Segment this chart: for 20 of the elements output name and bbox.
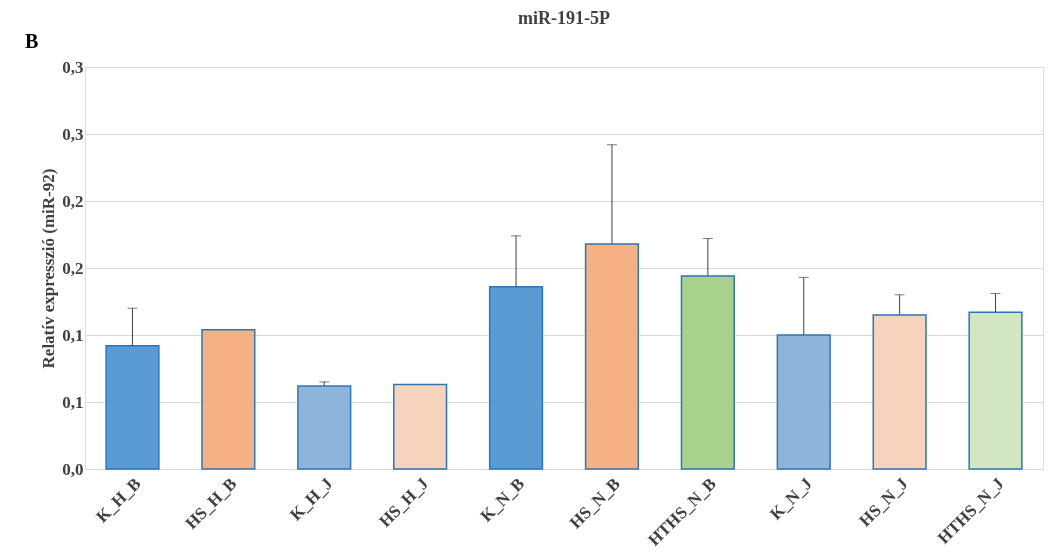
bar: [680, 275, 735, 470]
bar: [297, 385, 352, 470]
y-tick-label: 0,2: [62, 258, 84, 278]
bar: [105, 344, 160, 470]
y-axis-title: Relatív expresszió (miR-92): [39, 168, 59, 369]
bar: [488, 286, 544, 470]
chart-title: miR-191-5P: [518, 8, 610, 28]
bar: [776, 334, 831, 470]
bar: [584, 243, 640, 470]
y-tick-label: 0,1: [62, 325, 84, 345]
y-tick-label: 0,2: [62, 191, 84, 211]
bar: [393, 383, 448, 470]
y-tick-label: 0,3: [62, 57, 84, 77]
bar: [872, 314, 927, 470]
bar: [201, 328, 256, 470]
y-tick-label: 0,3: [62, 124, 84, 144]
text: B: [25, 30, 39, 52]
y-tick-label: 0,0: [62, 459, 84, 479]
bar: [968, 311, 1023, 470]
y-tick-label: 0,1: [62, 392, 84, 412]
